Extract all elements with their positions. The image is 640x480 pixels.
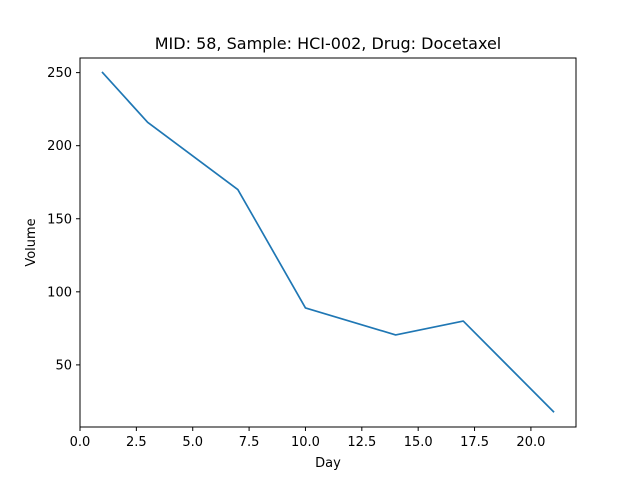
x-axis: 0.0 2.5 5.0 7.5 10.0 12.5 15.0 17.5 20.0: [70, 427, 545, 450]
x-tick-label: 0.0: [70, 435, 91, 450]
y-tick-label: 250: [47, 66, 72, 81]
y-tick-label: 100: [47, 285, 72, 300]
series-line: [101, 71, 555, 413]
x-tick-label: 10.0: [291, 435, 320, 450]
x-axis-label: Day: [315, 456, 341, 471]
y-tick-label: 150: [47, 212, 72, 227]
x-tick-label: 5.0: [182, 435, 203, 450]
chart-title: MID: 58, Sample: HCI-002, Drug: Docetaxe…: [155, 34, 502, 53]
plot-area: 0.0 2.5 5.0 7.5 10.0 12.5 15.0 17.5 20.0 50 100 15…: [47, 57, 577, 450]
y-axis: 50 100 150 200 250: [47, 66, 80, 373]
x-tick-label: 17.5: [460, 435, 489, 450]
y-axis-label: Volume: [24, 218, 39, 266]
x-tick-label: 20.0: [516, 435, 545, 450]
x-tick-label: 2.5: [126, 435, 147, 450]
y-tick-label: 200: [47, 139, 72, 154]
x-tick-label: 12.5: [347, 435, 376, 450]
plot-frame: [79, 57, 577, 428]
series-layer: [101, 71, 555, 413]
x-tick-label: 7.5: [239, 435, 260, 450]
y-tick-label: 50: [55, 358, 72, 373]
x-tick-label: 15.0: [404, 435, 433, 450]
